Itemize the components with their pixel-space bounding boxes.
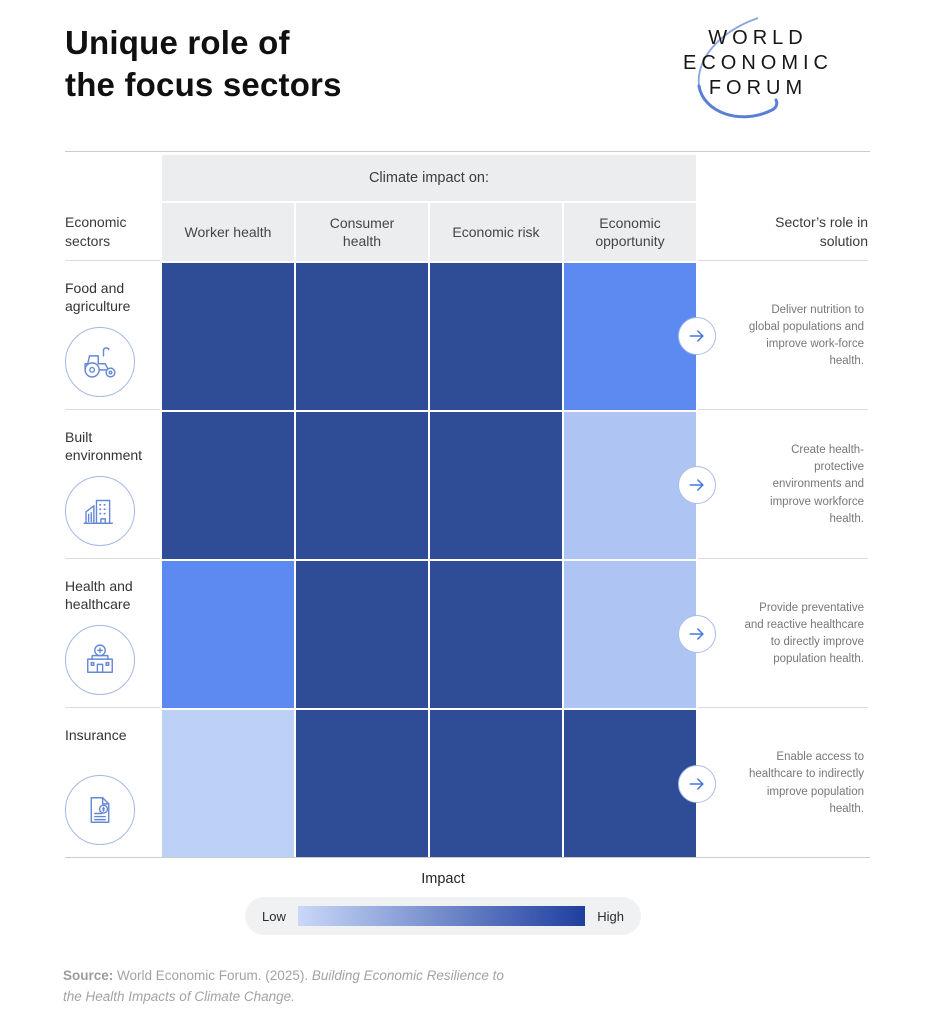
invoice-icon: [65, 775, 135, 845]
legend-scale: Low High: [245, 897, 641, 935]
legend-high-label: High: [597, 908, 624, 924]
impact-cell: [296, 561, 428, 708]
source-prefix: Source:: [63, 968, 114, 983]
buildings-icon: [65, 476, 135, 546]
wef-logo-line1: WORLD: [708, 27, 808, 49]
corner-header-economic-sectors: Economic sectors: [65, 203, 160, 261]
arrow-right-icon[interactable]: [678, 615, 716, 653]
group-header-label: Climate impact on:: [368, 170, 490, 186]
solution-text: Deliver nutrition to global populations …: [748, 303, 864, 368]
impact-cell: [162, 263, 294, 410]
wef-logo-arc-icon: [697, 17, 779, 119]
impact-cell: [430, 412, 562, 559]
impact-cell: [430, 263, 562, 410]
solution-cell-health-and-healthcare: Provide preventative and reactive health…: [678, 561, 868, 708]
wef-logo-line2: ECONOMIC: [683, 52, 833, 75]
impact-cell: [162, 561, 294, 708]
impact-cell: [162, 710, 294, 857]
wef-logo-line3: FORUM: [708, 77, 808, 100]
wef-logo-text: WORLD ECONOMIC FORUM: [668, 26, 848, 102]
legend-gradient-bar: [297, 906, 586, 926]
impact-cell: [564, 561, 696, 708]
legend-title: Impact: [421, 871, 465, 887]
row-label-built-environment: Built environment: [65, 412, 160, 559]
column-header-consumer-health: Consumer health: [296, 203, 428, 261]
title-line-2: the focus sectors: [65, 66, 342, 104]
solution-text: Create health-protective environments an…: [770, 443, 864, 525]
hospital-icon: [65, 625, 135, 695]
solution-cell-food-and-agriculture: Deliver nutrition to global populations …: [678, 263, 868, 410]
impact-cell: [564, 412, 696, 559]
tractor-icon: [65, 327, 135, 397]
impact-cell: [430, 561, 562, 708]
solution-text: Provide preventative and reactive health…: [744, 601, 864, 666]
legend-low-label: Low: [262, 908, 286, 924]
wef-logo: WORLD ECONOMIC FORUM: [640, 10, 870, 140]
page-title: Unique role of the focus sectors: [65, 22, 342, 106]
impact-cell: [564, 263, 696, 410]
arrow-right-icon[interactable]: [678, 317, 716, 355]
impact-cell: [296, 263, 428, 410]
column-header-worker-health: Worker health: [162, 203, 294, 261]
solution-cell-built-environment: Create health-protective environments an…: [678, 412, 868, 559]
sector-name: Health and healthcare: [65, 578, 133, 613]
solution-text: Enable access to healthcare to indirectl…: [748, 751, 864, 815]
row-label-health-and-healthcare: Health and healthcare: [65, 561, 160, 708]
impact-cell: [430, 710, 562, 857]
arrow-right-icon[interactable]: [678, 466, 716, 504]
solution-cell-insurance: Enable access to healthcare to indirectl…: [678, 710, 868, 857]
row-label-insurance: Insurance: [65, 710, 160, 857]
sector-name: Food and agriculture: [65, 280, 131, 315]
column-header-economic-opportunity: Economic opportunity: [564, 203, 696, 261]
impact-cell: [296, 412, 428, 559]
heatmap-table: Climate impact on: Economic sectors Work…: [65, 151, 870, 858]
sector-name: Insurance: [65, 727, 127, 743]
corner-header-label: Economic sectors: [65, 214, 127, 249]
source-italic: Building Economic Resilience to the Heal…: [63, 968, 504, 1004]
title-line-1: Unique role of: [65, 24, 290, 61]
source-normal: World Economic Forum. (2025).: [113, 968, 312, 983]
impact-cell: [162, 412, 294, 559]
impact-legend: Impact Low High: [245, 871, 641, 935]
impact-cell: [296, 710, 428, 857]
arrow-right-icon[interactable]: [678, 764, 716, 803]
source-note: Source: World Economic Forum. (2025). Bu…: [63, 966, 508, 1008]
group-header-climate-impact: Climate impact on:: [162, 155, 696, 201]
column-header-sector-role: Sector’s role in solution: [698, 203, 868, 261]
row-label-food-and-agriculture: Food and agriculture: [65, 263, 160, 410]
sector-name: Built environment: [65, 429, 143, 464]
column-header-economic-risk: Economic risk: [430, 203, 562, 261]
impact-cell: [564, 710, 696, 857]
